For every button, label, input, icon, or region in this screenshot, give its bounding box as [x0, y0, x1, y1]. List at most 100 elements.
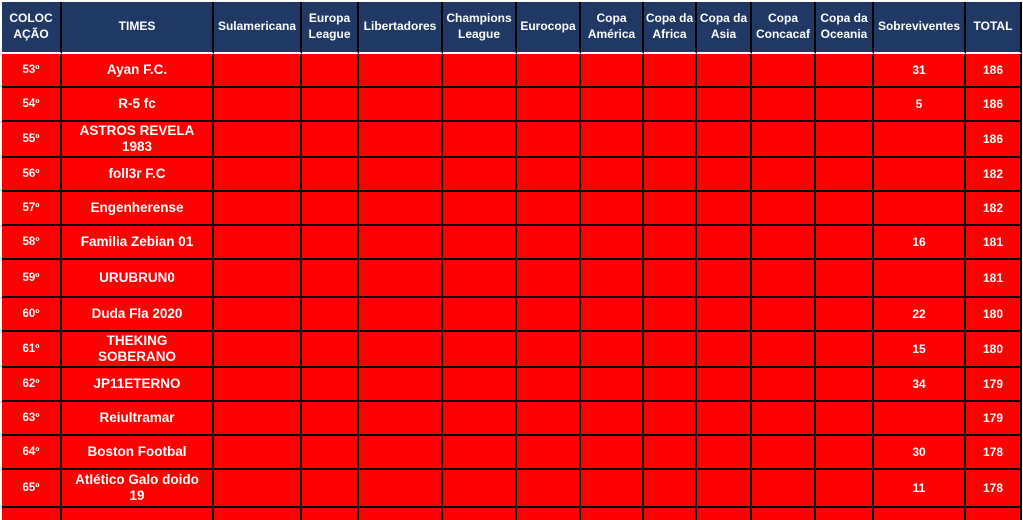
tournament-cell[interactable] [697, 402, 752, 436]
tournament-cell[interactable] [644, 368, 697, 402]
cell[interactable] [874, 508, 966, 520]
tournament-cell[interactable] [517, 158, 581, 192]
rank-cell[interactable]: 62º [2, 368, 62, 402]
tournament-cell[interactable] [697, 298, 752, 332]
tournament-cell[interactable] [581, 436, 644, 470]
survivors-cell[interactable]: 22 [874, 298, 966, 332]
tournament-cell[interactable] [517, 332, 581, 368]
tournament-cell[interactable] [752, 260, 816, 298]
team-cell[interactable]: Familia Zebian 01 [62, 226, 214, 260]
tournament-cell[interactable] [816, 332, 874, 368]
cell[interactable] [214, 508, 302, 520]
team-cell[interactable]: Atlético Galo doido 19 [62, 470, 214, 508]
col-header-eurocopa[interactable]: Eurocopa [517, 2, 581, 54]
tournament-cell[interactable] [302, 122, 359, 158]
tournament-cell[interactable] [302, 402, 359, 436]
total-cell[interactable]: 186 [966, 54, 1022, 88]
tournament-cell[interactable] [816, 470, 874, 508]
col-header-sobreviventes[interactable]: Sobreviventes [874, 2, 966, 54]
tournament-cell[interactable] [644, 470, 697, 508]
tournament-cell[interactable] [359, 368, 443, 402]
tournament-cell[interactable] [752, 332, 816, 368]
survivors-cell[interactable] [874, 192, 966, 226]
rank-cell[interactable]: 63º [2, 402, 62, 436]
tournament-cell[interactable] [752, 192, 816, 226]
tournament-cell[interactable] [443, 332, 517, 368]
tournament-cell[interactable] [359, 122, 443, 158]
tournament-cell[interactable] [697, 158, 752, 192]
tournament-cell[interactable] [752, 436, 816, 470]
tournament-cell[interactable] [302, 158, 359, 192]
tournament-cell[interactable] [697, 54, 752, 88]
tournament-cell[interactable] [443, 436, 517, 470]
tournament-cell[interactable] [214, 158, 302, 192]
tournament-cell[interactable] [359, 436, 443, 470]
tournament-cell[interactable] [816, 368, 874, 402]
team-cell[interactable]: Engenherense [62, 192, 214, 226]
cell[interactable] [2, 508, 62, 520]
cell[interactable] [644, 508, 697, 520]
team-cell[interactable]: foll3r F.C [62, 158, 214, 192]
survivors-cell[interactable]: 31 [874, 54, 966, 88]
total-cell[interactable]: 181 [966, 226, 1022, 260]
tournament-cell[interactable] [644, 158, 697, 192]
tournament-cell[interactable] [517, 470, 581, 508]
tournament-cell[interactable] [214, 298, 302, 332]
survivors-cell[interactable]: 34 [874, 368, 966, 402]
tournament-cell[interactable] [214, 436, 302, 470]
tournament-cell[interactable] [581, 88, 644, 122]
tournament-cell[interactable] [302, 192, 359, 226]
tournament-cell[interactable] [816, 54, 874, 88]
tournament-cell[interactable] [581, 226, 644, 260]
tournament-cell[interactable] [752, 368, 816, 402]
tournament-cell[interactable] [581, 192, 644, 226]
total-cell[interactable]: 180 [966, 332, 1022, 368]
tournament-cell[interactable] [581, 158, 644, 192]
tournament-cell[interactable] [359, 260, 443, 298]
tournament-cell[interactable] [302, 298, 359, 332]
survivors-cell[interactable]: 11 [874, 470, 966, 508]
tournament-cell[interactable] [214, 122, 302, 158]
tournament-cell[interactable] [517, 402, 581, 436]
total-cell[interactable]: 179 [966, 402, 1022, 436]
tournament-cell[interactable] [644, 226, 697, 260]
tournament-cell[interactable] [816, 436, 874, 470]
tournament-cell[interactable] [697, 260, 752, 298]
tournament-cell[interactable] [697, 332, 752, 368]
tournament-cell[interactable] [816, 260, 874, 298]
tournament-cell[interactable] [644, 332, 697, 368]
cell[interactable] [302, 508, 359, 520]
tournament-cell[interactable] [359, 332, 443, 368]
cell[interactable] [697, 508, 752, 520]
tournament-cell[interactable] [214, 260, 302, 298]
tournament-cell[interactable] [644, 88, 697, 122]
col-header-champions-league[interactable]: Champions League [443, 2, 517, 54]
tournament-cell[interactable] [443, 368, 517, 402]
total-cell[interactable]: 182 [966, 192, 1022, 226]
col-header-copa-america[interactable]: Copa América [581, 2, 644, 54]
survivors-cell[interactable] [874, 402, 966, 436]
tournament-cell[interactable] [581, 298, 644, 332]
tournament-cell[interactable] [697, 192, 752, 226]
team-cell[interactable]: Ayan F.C. [62, 54, 214, 88]
tournament-cell[interactable] [214, 192, 302, 226]
tournament-cell[interactable] [359, 158, 443, 192]
tournament-cell[interactable] [443, 54, 517, 88]
tournament-cell[interactable] [644, 192, 697, 226]
tournament-cell[interactable] [214, 54, 302, 88]
tournament-cell[interactable] [644, 402, 697, 436]
tournament-cell[interactable] [517, 368, 581, 402]
tournament-cell[interactable] [644, 54, 697, 88]
tournament-cell[interactable] [517, 226, 581, 260]
cell[interactable] [359, 508, 443, 520]
tournament-cell[interactable] [752, 158, 816, 192]
rank-cell[interactable]: 60º [2, 298, 62, 332]
tournament-cell[interactable] [816, 298, 874, 332]
total-cell[interactable]: 179 [966, 368, 1022, 402]
tournament-cell[interactable] [214, 88, 302, 122]
rank-cell[interactable]: 65º [2, 470, 62, 508]
total-cell[interactable]: 182 [966, 158, 1022, 192]
team-cell[interactable]: THEKING SOBERANO [62, 332, 214, 368]
survivors-cell[interactable]: 5 [874, 88, 966, 122]
total-cell[interactable]: 180 [966, 298, 1022, 332]
